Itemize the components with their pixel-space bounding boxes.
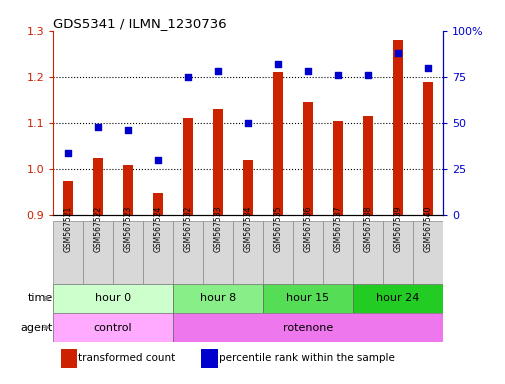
Bar (322, 221, 352, 284)
Point (393, 50, 401, 56)
Bar (173, 221, 203, 284)
Bar (272, 72, 283, 215)
Point (243, 120, 251, 126)
Bar (352, 284, 442, 313)
Point (214, 68, 222, 74)
Text: GSM567533: GSM567533 (213, 206, 222, 252)
Bar (392, 40, 402, 215)
Bar (153, 193, 163, 215)
Text: GSM567522: GSM567522 (93, 206, 103, 252)
Bar (61, 349, 77, 368)
Text: hour 0: hour 0 (95, 293, 131, 303)
Bar (263, 221, 292, 284)
Text: GSM567540: GSM567540 (422, 206, 431, 252)
Point (363, 72, 371, 78)
Text: transformed count: transformed count (78, 354, 175, 364)
Text: hour 15: hour 15 (286, 293, 329, 303)
Bar (53, 284, 173, 313)
Point (303, 68, 311, 74)
Text: control: control (93, 323, 132, 333)
Bar (332, 121, 342, 215)
Bar (83, 221, 113, 284)
Bar (201, 349, 217, 368)
Text: rotenone: rotenone (282, 323, 332, 333)
Point (94, 124, 102, 130)
Text: GDS5341 / ILMN_1230736: GDS5341 / ILMN_1230736 (53, 17, 226, 30)
Text: percentile rank within the sample: percentile rank within the sample (218, 354, 394, 364)
Text: GSM567532: GSM567532 (183, 206, 192, 252)
Text: GSM567535: GSM567535 (273, 206, 282, 252)
Bar (352, 221, 382, 284)
Bar (182, 118, 193, 215)
Text: GSM567538: GSM567538 (363, 206, 372, 252)
Point (154, 157, 162, 163)
Bar (263, 284, 352, 313)
Text: GSM567534: GSM567534 (243, 206, 252, 252)
Bar (143, 221, 173, 284)
Bar (203, 221, 232, 284)
Point (184, 74, 192, 80)
Point (124, 127, 132, 134)
Bar (232, 221, 263, 284)
Point (333, 72, 341, 78)
Bar (123, 165, 133, 215)
Text: GSM567524: GSM567524 (153, 206, 162, 252)
Point (423, 65, 431, 71)
Point (64, 149, 72, 156)
Text: time: time (28, 293, 53, 303)
Bar (382, 221, 412, 284)
Text: hour 24: hour 24 (375, 293, 419, 303)
Bar (292, 221, 322, 284)
Text: GSM567536: GSM567536 (303, 206, 312, 252)
Text: GSM567539: GSM567539 (392, 206, 401, 252)
Text: hour 8: hour 8 (199, 293, 236, 303)
Bar (173, 313, 442, 342)
Text: agent: agent (21, 323, 53, 333)
Bar (173, 284, 263, 313)
Bar (412, 221, 442, 284)
Bar (212, 109, 223, 215)
Text: GSM567537: GSM567537 (333, 206, 342, 252)
Bar (362, 116, 372, 215)
Text: GSM567523: GSM567523 (123, 206, 132, 252)
Bar (92, 158, 103, 215)
Bar (63, 181, 73, 215)
Bar (53, 221, 83, 284)
Text: GSM567521: GSM567521 (64, 206, 73, 252)
Bar (53, 313, 173, 342)
Bar (113, 221, 143, 284)
Bar (302, 102, 313, 215)
Bar (242, 160, 252, 215)
Point (273, 61, 281, 67)
Bar (422, 81, 432, 215)
